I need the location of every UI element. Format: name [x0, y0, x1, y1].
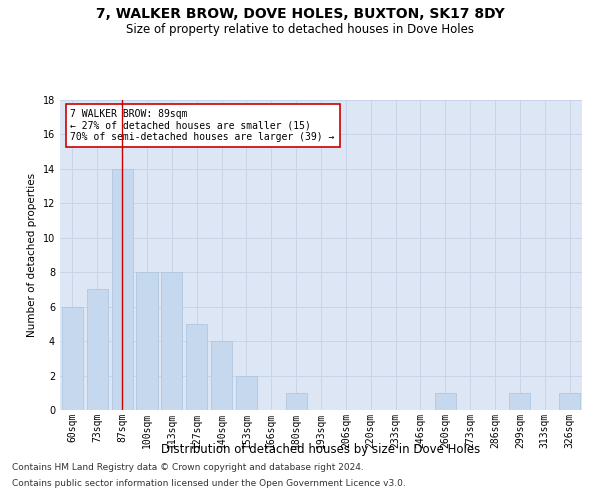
Text: Distribution of detached houses by size in Dove Holes: Distribution of detached houses by size …	[161, 442, 481, 456]
Text: 7, WALKER BROW, DOVE HOLES, BUXTON, SK17 8DY: 7, WALKER BROW, DOVE HOLES, BUXTON, SK17…	[95, 8, 505, 22]
Bar	[236, 376, 257, 410]
Text: Contains public sector information licensed under the Open Government Licence v3: Contains public sector information licen…	[12, 478, 406, 488]
Text: Contains HM Land Registry data © Crown copyright and database right 2024.: Contains HM Land Registry data © Crown c…	[12, 464, 364, 472]
Bar	[161, 272, 182, 410]
Text: 7 WALKER BROW: 89sqm
← 27% of detached houses are smaller (15)
70% of semi-detac: 7 WALKER BROW: 89sqm ← 27% of detached h…	[70, 110, 335, 142]
Bar	[87, 290, 108, 410]
Y-axis label: Number of detached properties: Number of detached properties	[27, 173, 37, 337]
Bar	[509, 393, 530, 410]
Bar	[186, 324, 207, 410]
Bar	[112, 169, 133, 410]
Bar	[211, 341, 232, 410]
Bar	[136, 272, 158, 410]
Bar	[559, 393, 580, 410]
Bar	[435, 393, 456, 410]
Text: Size of property relative to detached houses in Dove Holes: Size of property relative to detached ho…	[126, 22, 474, 36]
Bar	[286, 393, 307, 410]
Bar	[62, 306, 83, 410]
